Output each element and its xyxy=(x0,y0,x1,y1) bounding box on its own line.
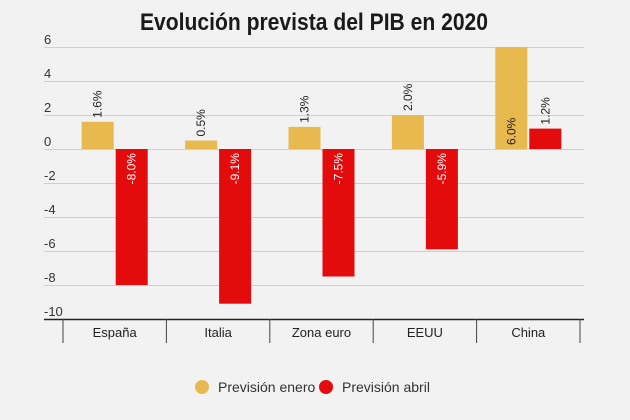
bar-enero-3 xyxy=(391,115,424,149)
x-tick-label: Zona euro xyxy=(292,325,351,340)
data-label: -5.9% xyxy=(435,153,449,185)
bar-abril-1 xyxy=(219,149,252,304)
data-label: 1.2% xyxy=(538,97,552,125)
bar-abril-4 xyxy=(529,128,562,149)
legend: Previsión enero Previsión abril xyxy=(195,379,430,395)
legend-label: Previsión abril xyxy=(342,379,430,395)
y-tick-label: -8 xyxy=(44,270,56,285)
data-label: -9.1% xyxy=(228,153,242,185)
legend-swatch xyxy=(319,380,333,394)
x-tick-label: España xyxy=(93,325,138,340)
y-tick-label: -2 xyxy=(44,168,56,183)
bar-enero-2 xyxy=(288,126,321,149)
y-tick-label: -4 xyxy=(44,202,56,217)
data-label: 6.0% xyxy=(504,117,518,145)
y-tick-label: 4 xyxy=(44,66,51,81)
y-axis-tick-labels: 6 4 2 0 -2 -4 -6 -8 -10 xyxy=(44,32,63,319)
bar-abril-2 xyxy=(322,149,355,277)
data-label: 0.5% xyxy=(194,109,208,137)
y-tick-label: 0 xyxy=(44,134,51,149)
bar-enero-4 xyxy=(495,47,528,149)
data-label: -8.0% xyxy=(125,153,139,185)
legend-label: Previsión enero xyxy=(218,379,315,395)
x-tick-label: Italia xyxy=(204,325,232,340)
y-tick-label: -6 xyxy=(44,236,56,251)
legend-swatch xyxy=(195,380,209,394)
x-tick-label: China xyxy=(511,325,546,340)
bar-abril-0 xyxy=(115,149,148,285)
data-label: 1.3% xyxy=(298,95,312,123)
y-tick-label: -10 xyxy=(44,304,63,319)
data-label: 2.0% xyxy=(401,83,415,111)
bar-enero-1 xyxy=(185,140,218,149)
data-label: 1.6% xyxy=(91,90,105,118)
y-tick-label: 6 xyxy=(44,32,51,47)
bar-abril-3 xyxy=(425,149,458,250)
bar-enero-0 xyxy=(81,121,114,149)
bars: 1.6% -8.0% 0.5% -9.1% 1.3% -7.5% 2.0% -5.9% 6.0%… xyxy=(81,47,562,304)
x-tick-label: EEUU xyxy=(407,325,443,340)
chart-title: Evolución prevista del PIB en 2020 xyxy=(140,9,488,36)
x-axis: España Italia Zona euro EEUU China xyxy=(62,319,581,343)
y-tick-label: 2 xyxy=(44,100,51,115)
data-label: -7.5% xyxy=(332,153,346,185)
